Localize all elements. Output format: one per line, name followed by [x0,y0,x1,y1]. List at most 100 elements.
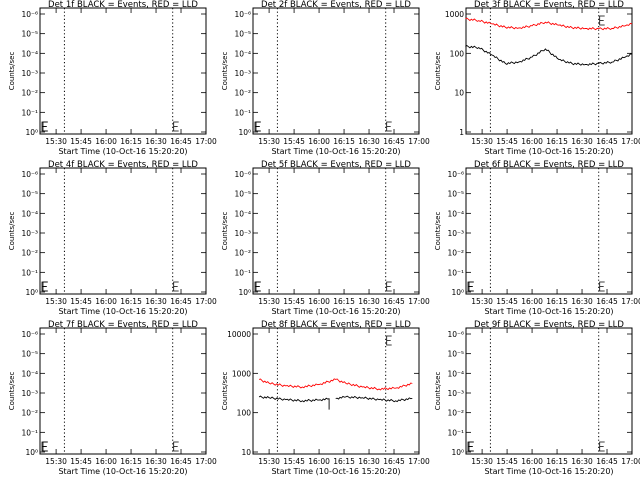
panel-title: Det 1f BLACK = Events, RED = LLD [48,0,198,10]
detector-panel-2: Det 2f BLACK = Events, RED = LLD 10⁰ 10⁻¹ 1… [221,0,430,156]
y-tick-label: 10⁻⁴ [21,209,38,218]
detector-panel-7: Det 7f BLACK = Events, RED = LLD 10⁰ 10⁻¹ 1… [8,320,217,476]
x-tick-label: 16:45 [383,297,405,306]
x-tick-label: 16:15 [546,137,568,146]
edge-flag-mark [467,281,473,292]
edge-flag-mark [599,15,605,26]
detector-panel-8: Det 8f BLACK = Events, RED = LLD 10 100 100… [221,320,430,476]
x-tick-label: 17:00 [195,297,217,306]
panel-title: Det 9f BLACK = Events, RED = LLD [474,320,624,330]
x-tick-label: 16:45 [170,457,192,466]
x-tick-label: 15:45 [283,137,305,146]
y-tick-label: 10⁰ [451,288,464,297]
x-tick-label: 16:30 [358,137,380,146]
panel-title: Det 2f BLACK = Events, RED = LLD [261,0,411,10]
y-tick-label: 10⁰ [25,448,38,457]
y-tick-label: 10⁻⁵ [234,30,251,39]
y-tick-label: 10⁻¹ [447,428,464,437]
y-tick-label: 10⁰ [238,288,251,297]
lld-series-line [465,17,633,31]
edge-flag-mark [386,335,392,346]
detector-panel-1: Det 1f BLACK = Events, RED = LLD 10⁰ 10⁻¹ 1… [8,0,217,156]
y-tick-label: 10⁻⁶ [447,170,464,179]
x-tick-label: 15:45 [70,297,92,306]
x-tick-label: 16:30 [571,297,593,306]
x-tick-label: 15:45 [283,457,305,466]
plot-frame [465,7,633,135]
x-tick-label: 16:00 [308,457,330,466]
y-tick-label: 10⁻⁶ [447,330,464,339]
x-axis-label: Start Time (10-Oct-16 15:20:20) [271,307,400,316]
y-tick-label: 10⁻² [21,89,38,98]
y-tick-label: 10⁻⁵ [234,190,251,199]
x-tick-label: 17:00 [408,297,430,306]
x-axis-label: Start Time (10-Oct-16 15:20:20) [484,307,613,316]
edge-flag-mark [386,121,392,132]
y-tick-label: 10000 [227,330,251,339]
x-tick-label: 16:15 [546,457,568,466]
y-tick-label: 10⁻⁴ [447,369,464,378]
y-tick-label: 10⁻⁵ [447,350,464,359]
x-tick-label: 16:00 [521,137,543,146]
plot-frame [252,327,420,455]
y-tick-label: 10⁻⁴ [21,369,38,378]
edge-flag-mark [41,121,47,132]
detector-panel-6: Det 6f BLACK = Events, RED = LLD 10⁰ 10⁻¹ 1… [434,160,640,316]
events-series-line [258,395,413,410]
y-tick-label: 100 [237,409,252,418]
y-tick-label: 10⁻² [21,249,38,258]
events-series-line [465,44,633,66]
x-tick-label: 17:00 [621,137,640,146]
y-tick-label: 10⁻⁶ [234,170,251,179]
y-tick-label: 10⁻² [447,249,464,258]
x-tick-label: 16:30 [571,137,593,146]
x-tick-label: 16:45 [383,457,405,466]
y-tick-label: 10⁻⁴ [447,209,464,218]
plot-frame [465,327,633,455]
x-tick-label: 16:15 [120,457,142,466]
y-axis-label: Counts/sec [8,212,16,251]
plot-frame [252,7,420,135]
x-tick-label: 15:30 [258,457,280,466]
y-tick-label: 10⁻⁵ [21,190,38,199]
edge-flag-mark [41,281,47,292]
y-tick-label: 10 [241,448,251,457]
x-tick-label: 15:30 [471,297,493,306]
y-axis-label: Counts/sec [221,52,229,91]
x-axis-label: Start Time (10-Oct-16 15:20:20) [58,307,187,316]
y-tick-label: 10⁻³ [21,389,38,398]
x-tick-label: 16:15 [120,297,142,306]
edge-flag-mark [386,281,392,292]
lld-series-line [258,378,413,391]
y-tick-label: 10⁻⁶ [21,330,38,339]
y-tick-label: 10⁻² [234,249,251,258]
y-tick-label: 10⁻² [21,409,38,418]
x-tick-label: 16:00 [95,297,117,306]
detector-panel-9: Det 9f BLACK = Events, RED = LLD 10⁰ 10⁻¹ 1… [434,320,640,476]
x-axis-label: Start Time (10-Oct-16 15:20:20) [271,467,400,476]
x-tick-label: 15:30 [258,297,280,306]
y-tick-label: 10⁻⁵ [447,190,464,199]
x-tick-label: 16:30 [571,457,593,466]
panel-title: Det 8f BLACK = Events, RED = LLD [261,320,411,330]
y-tick-label: 1000 [445,10,464,19]
x-tick-label: 16:30 [358,297,380,306]
panel-title: Det 4f BLACK = Events, RED = LLD [48,160,198,170]
edge-flag-mark [254,281,260,292]
y-tick-label: 10⁻⁶ [234,10,251,19]
y-tick-label: 10⁻⁴ [21,49,38,58]
x-tick-label: 16:45 [596,137,618,146]
plot-frame [465,167,633,295]
y-tick-label: 10⁻⁶ [21,10,38,19]
y-axis-label: Counts/sec [8,52,16,91]
y-tick-label: 10⁻⁶ [21,170,38,179]
panel-title: Det 5f BLACK = Events, RED = LLD [261,160,411,170]
y-tick-label: 10⁻² [234,89,251,98]
x-tick-label: 15:45 [496,297,518,306]
y-tick-label: 10⁻³ [447,229,464,238]
plot-frame [39,167,207,295]
x-tick-label: 16:45 [596,457,618,466]
x-tick-label: 16:00 [95,457,117,466]
y-tick-label: 10⁻³ [234,69,251,78]
edge-flag-mark [599,281,605,292]
